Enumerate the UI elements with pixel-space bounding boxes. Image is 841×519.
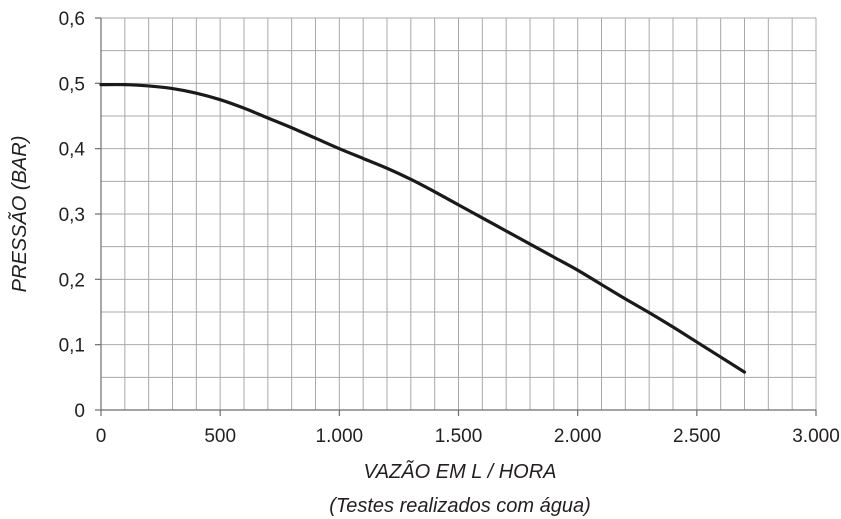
x-tick-label: 1.500 (435, 426, 483, 447)
y-tick-label: 0,5 (59, 74, 85, 95)
x-axis-title: VAZÃO EM L / HORA (363, 459, 556, 483)
x-tick-label: 500 (204, 426, 236, 447)
series-layer (99, 82, 747, 374)
x-tick-label: 0 (96, 426, 107, 447)
axes (95, 17, 817, 416)
y-axis-title: PRESSÃO (BAR) (7, 136, 31, 293)
x-tick-labels: 0 500 1.000 1.500 2.000 2.500 3.000 (96, 426, 840, 447)
y-tick-labels: 0 0,1 0,2 0,3 0,4 0,5 0,6 (59, 9, 86, 422)
y-tick-label: 0,4 (59, 140, 86, 161)
x-tick-label: 2.500 (673, 426, 721, 447)
y-tick-label: 0,6 (59, 9, 85, 30)
y-tick-label: 0,1 (59, 336, 85, 357)
y-tick-label: 0,3 (59, 205, 85, 226)
y-tick-label: 0 (74, 401, 85, 422)
x-tick-label: 2.000 (554, 426, 602, 447)
x-tick-label: 3.000 (792, 426, 840, 447)
y-tick-label: 0,2 (59, 270, 85, 291)
pressure-curve-line (99, 82, 747, 374)
x-axis-note: (Testes realizados com água) (329, 495, 591, 517)
grid (100, 17, 817, 411)
x-tick-label: 1.000 (316, 426, 364, 447)
